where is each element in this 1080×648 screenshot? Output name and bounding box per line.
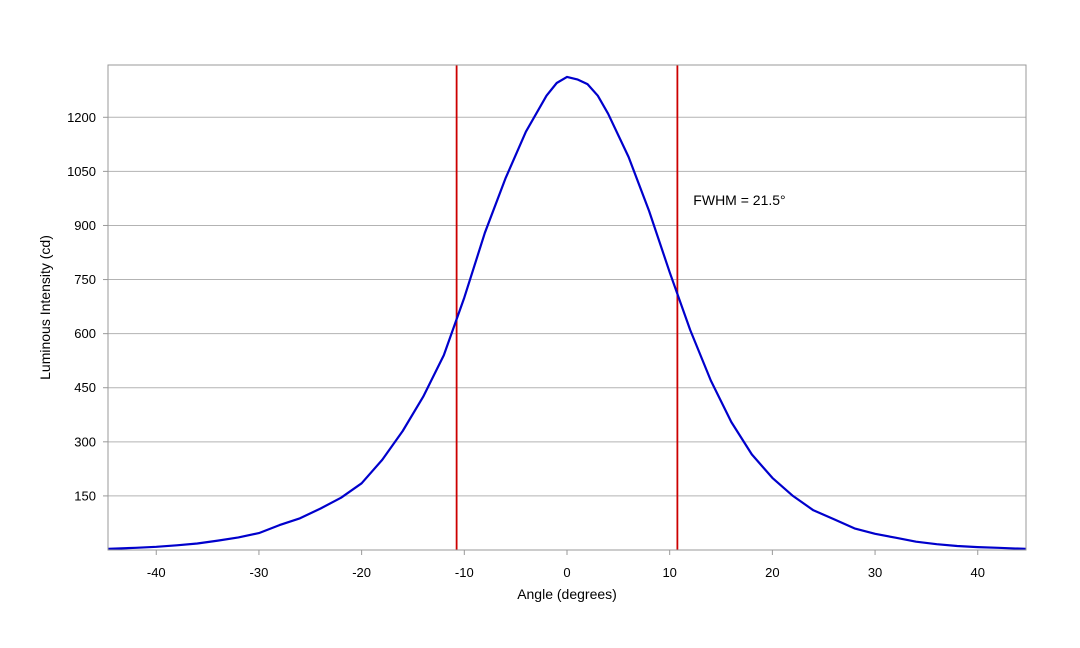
gridlines [108,116,1026,497]
x-tick-labels: -40 -30 -20 -10 0 10 20 30 40 [147,550,985,580]
y-tick-label: 1200 [67,110,96,125]
x-tick-label: 20 [765,565,779,580]
intensity-curve [107,75,1027,550]
plot-area [108,65,1026,550]
fwhm-markers [455,65,679,550]
x-tick-label: -20 [352,565,371,580]
x-tick-label: 0 [563,565,570,580]
fwhm-annotation: FWHM = 21.5° [693,192,785,208]
y-tick-label: 900 [74,218,96,233]
y-tick-label: 600 [74,326,96,341]
x-tick-label: -40 [147,565,166,580]
x-tick-label: 30 [868,565,882,580]
x-axis-label: Angle (degrees) [517,586,617,602]
y-tick-label: 300 [74,434,96,449]
y-tick-label: 1050 [67,164,96,179]
x-tick-label: 40 [971,565,985,580]
y-axis-label: Luminous Intensity (cd) [37,235,53,380]
y-tick-labels: 150 300 450 600 750 900 1050 1200 [67,110,108,503]
y-tick-label: 150 [74,488,96,503]
x-tick-label: -30 [250,565,269,580]
x-tick-label: -10 [455,565,474,580]
y-tick-label: 750 [74,272,96,287]
y-tick-label: 450 [74,380,96,395]
x-tick-label: 10 [662,565,676,580]
